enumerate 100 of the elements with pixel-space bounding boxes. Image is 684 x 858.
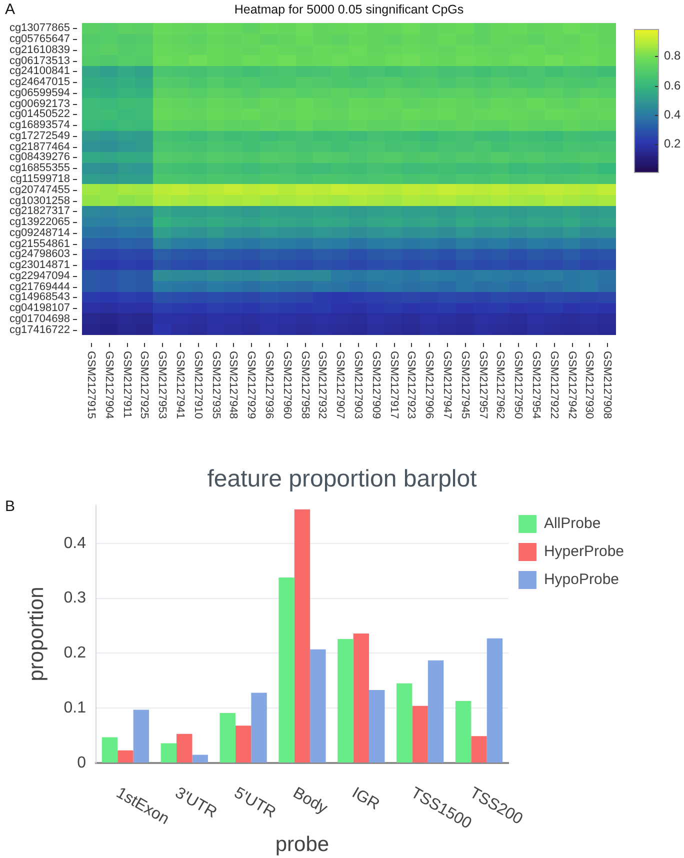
bar — [455, 700, 472, 762]
bar — [338, 638, 354, 762]
legend-label: HyperProbe — [544, 543, 624, 560]
color-bar-label: 0.2 — [664, 136, 682, 150]
y-tick-label: cg10301258 — [9, 195, 70, 208]
y-tick-label: cg01450522 — [9, 108, 70, 120]
bar — [412, 706, 428, 762]
x-tick-label: GSM2127947 — [440, 351, 453, 419]
y-tick-label: 0.1 — [64, 700, 86, 717]
bar — [471, 736, 487, 762]
y-tick-label: cg04198107 — [9, 302, 70, 314]
x-tick-label: Body — [290, 784, 330, 818]
x-tick-label: GSM2127960 — [280, 351, 293, 419]
x-tick-label: GSM2127909 — [370, 351, 382, 419]
bar — [310, 649, 326, 762]
x-tick-label: GSM2127941 — [174, 351, 186, 419]
y-tick-label: cg22947094 — [9, 270, 70, 282]
y-tick-label: cg20747455 — [9, 184, 70, 196]
x-tick-label: GSM2127936 — [262, 351, 275, 419]
x-tick-label: GSM2127948 — [226, 351, 239, 419]
x-tick-label: GSM2127962 — [494, 351, 506, 419]
x-tick-label: GSM2127907 — [334, 351, 346, 419]
text: A — [5, 1, 16, 18]
bar — [251, 692, 267, 762]
y-tick-label: 0 — [77, 754, 86, 772]
bar — [294, 509, 310, 762]
y-tick-label: cg13922065 — [9, 216, 70, 228]
y-tick-label: cg23014871 — [9, 259, 70, 272]
bar — [118, 750, 134, 762]
x-tick-label: GSM2127954 — [530, 351, 542, 419]
x-tick-label: GSM2127950 — [512, 351, 524, 419]
y-tick-label: cg06173513 — [9, 55, 70, 68]
x-tick-label: GSM2127925 — [138, 351, 150, 419]
chart-title: Heatmap for 5000 0.05 singnificant CpGs — [234, 2, 464, 16]
text: B — [5, 498, 16, 516]
x-tick-label: GSM2127935 — [210, 351, 222, 419]
x-tick-label: GSM2127910 — [192, 351, 204, 419]
x-tick-label: GSM2127957 — [476, 351, 489, 419]
y-tick-label: cg11599718 — [10, 173, 70, 186]
y-tick-label: cg06599594 — [9, 87, 70, 100]
color-bar-label: 0.8 — [664, 48, 682, 62]
y-tick-label: cg24798603 — [9, 248, 70, 260]
legend-label: AllProbe — [544, 515, 601, 532]
bar — [353, 633, 370, 762]
y-tick-label: cg16893574 — [9, 119, 70, 132]
x-tick-label: GSM2127945 — [458, 351, 471, 419]
y-tick-label: cg17416722 — [9, 324, 70, 336]
y-tick-label: cg24647015 — [9, 76, 70, 88]
x-tick-label: IGR — [348, 784, 382, 814]
y-tick-label: cg00692173 — [9, 98, 70, 110]
y-tick-label: cg21827317 — [9, 205, 70, 218]
y-axis-title: proportion — [24, 586, 48, 682]
y-tick-label: cg14968543 — [9, 291, 70, 304]
bar — [428, 660, 444, 762]
x-tick-label: GSM2127942 — [566, 351, 578, 419]
bar — [192, 754, 208, 762]
x-tick-label: GSM2127930 — [582, 351, 595, 419]
y-tick-label: cg21554861 — [9, 238, 70, 250]
x-tick-label: GSM2127932 — [316, 351, 328, 419]
y-tick-label: cg21877464 — [9, 141, 70, 154]
x-tick-label: GSM2127929 — [244, 351, 257, 419]
y-tick-label: cg13077865 — [9, 22, 70, 34]
x-tick-label: GSM2127915 — [84, 351, 97, 419]
x-tick-label: GSM2127923 — [404, 351, 417, 419]
y-tick-label: cg17272549 — [9, 130, 70, 142]
x-tick-label: GSM2127908 — [600, 351, 613, 419]
x-tick-label: GSM2127958 — [298, 351, 311, 419]
y-tick-label: cg24100841 — [9, 65, 70, 78]
y-tick-label: cg08439276 — [9, 151, 70, 164]
bar — [102, 737, 118, 762]
y-tick-label: 0.4 — [64, 534, 86, 552]
x-tick-label: GSM2127906 — [422, 351, 435, 419]
x-tick-label: GSM2127911 — [120, 351, 133, 418]
y-tick-label: 0.2 — [64, 644, 86, 662]
x-tick-label: GSM2127917 — [388, 351, 400, 419]
bar — [369, 690, 385, 762]
y-tick-label: cg21610839 — [9, 44, 70, 56]
x-tick-label: GSM2127903 — [352, 351, 364, 419]
x-tick-label: GSM2127922 — [548, 351, 560, 419]
bar — [220, 713, 236, 762]
bar — [235, 726, 252, 762]
y-tick-label: cg16855355 — [9, 162, 70, 174]
y-tick-label: cg05765647 — [9, 33, 70, 46]
legend-label: HypoProbe — [544, 571, 620, 588]
bar — [396, 683, 412, 762]
y-tick-label: cg09248714 — [9, 227, 70, 240]
y-tick-label: cg01704698 — [9, 313, 70, 326]
x-tick-label: GSM2127953 — [156, 351, 168, 419]
chart-title: feature proportion barplot — [207, 466, 478, 493]
bar — [278, 577, 294, 762]
bar — [160, 743, 177, 762]
x-axis-title: probe — [275, 832, 330, 856]
color-bar-label: 0.6 — [664, 78, 682, 92]
y-tick-label: 0.3 — [64, 590, 86, 607]
y-tick-label: cg21769444 — [9, 281, 70, 294]
color-bar-label: 0.4 — [664, 107, 682, 122]
bar — [486, 638, 503, 762]
bar — [176, 734, 192, 762]
x-tick-label: GSM2127904 — [102, 351, 115, 419]
bar — [133, 710, 150, 762]
